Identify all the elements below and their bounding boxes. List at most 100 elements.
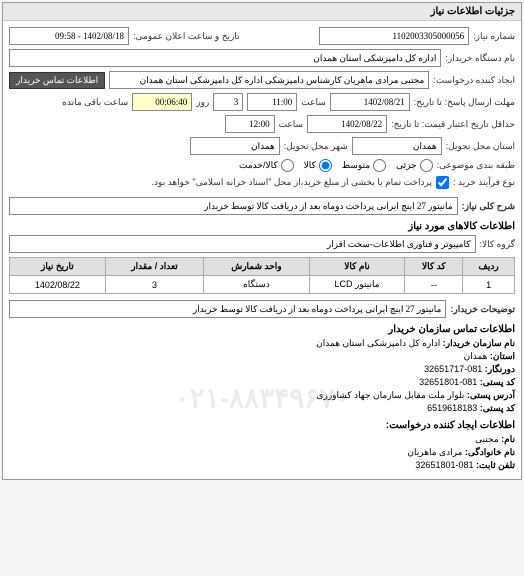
goods-table: ردیف کد کالا نام کالا واحد شمارش تعداد /… (9, 257, 515, 294)
panel-title: جزئیات اطلاعات نیاز (3, 3, 521, 21)
info-creator-family: نام خانوادگی: مرادی ماهریان (9, 447, 515, 458)
th-code: کد کالا (405, 258, 463, 276)
th-unit: واحد شمارش (204, 258, 309, 276)
requester-label: ایجاد کننده درخواست: (433, 75, 515, 86)
row-category: طبقه بندی موضوعی: جزئی متوسط کالا کالا/خ… (9, 159, 515, 172)
need-desc-label: شرح کلی نیاز: (462, 201, 515, 212)
validity-date-input[interactable] (307, 115, 387, 133)
delivery-province-label: استان محل تحویل: (446, 141, 515, 152)
buyer-notes-input[interactable] (9, 300, 446, 318)
form-body: شماره نیاز: تاریخ و ساعت اعلان عمومی: نا… (3, 21, 521, 479)
time-remaining-input[interactable] (132, 93, 192, 111)
time-label-1: ساعت (301, 97, 326, 108)
creator-name-label: نام: (501, 434, 515, 444)
time-label-2: ساعت (279, 119, 304, 130)
row-buyer-org: نام دستگاه خریدار: (9, 49, 515, 67)
details-panel: جزئیات اطلاعات نیاز شماره نیاز: تاریخ و … (2, 2, 522, 480)
delivery-city-label: شهر محل تحویل: (284, 141, 348, 152)
announce-datetime-label: تاریخ و ساعت اعلان عمومی: (133, 31, 240, 42)
province-label: استان: (490, 351, 515, 361)
goods-group-input[interactable] (9, 235, 476, 253)
td-name: مانیتور LCD (309, 276, 405, 294)
radio-goods-input[interactable] (319, 159, 332, 172)
reply-date-input[interactable] (330, 93, 410, 111)
info-fax: دورنگار: 081-32651717 (9, 364, 515, 375)
row-buyer-notes: توضیحات خریدار: (9, 300, 515, 318)
info-creator-phone: تلفن ثابت: 081-32651801 (9, 460, 515, 471)
delivery-city-input[interactable] (190, 137, 280, 155)
td-unit: دستگاه (204, 276, 309, 294)
postcode-value: 6519618183 (427, 403, 477, 413)
days-label: روز (196, 97, 209, 108)
creator-family-value: مرادی ماهریان (407, 447, 462, 457)
row-reply-deadline: مهلت ارسال پاسخ: تا تاریخ: ساعت روز ساعت… (9, 93, 515, 111)
radio-medium[interactable]: متوسط (342, 159, 386, 172)
th-date: تاریخ نیاز (10, 258, 106, 276)
radio-partial[interactable]: جزئی (396, 159, 433, 172)
goods-group-label: گروه کالا: (480, 239, 515, 250)
delivery-province-input[interactable] (352, 137, 442, 155)
org-value: اداره کل دامپزشکی استان همدان (316, 338, 440, 348)
creator-family-label: نام خانوادگی: (465, 447, 515, 457)
buyer-org-label: نام دستگاه خریدار: (445, 53, 515, 64)
fax-label: دورنگار: (485, 364, 515, 374)
table-header-row: ردیف کد کالا نام کالا واحد شمارش تعداد /… (10, 258, 515, 276)
address-label: آدرس پستی: (467, 390, 515, 400)
category-radio-group: جزئی متوسط کالا کالا/خدمت (239, 159, 433, 172)
process-checkbox[interactable] (436, 176, 449, 189)
row-process: نوع فرآیند خرید : پرداخت تمام یا بخشی از… (9, 176, 515, 189)
goods-section-title: اطلاعات کالاهای مورد نیاز (9, 221, 515, 232)
td-row: 1 (463, 276, 515, 294)
need-desc-input[interactable] (9, 197, 458, 215)
th-qty: تعداد / مقدار (105, 258, 203, 276)
org-label: نام سازمان خریدار: (443, 338, 515, 348)
table-row[interactable]: 1 -- مانیتور LCD دستگاه 3 1402/08/22 (10, 276, 515, 294)
td-code: -- (405, 276, 463, 294)
contact-info-button[interactable]: اطلاعات تماس خریدار (9, 72, 105, 89)
reply-deadline-label: مهلت ارسال پاسخ: تا تاریخ: (414, 97, 515, 108)
buyer-notes-label: توضیحات خریدار: (450, 304, 515, 315)
radio-goods-service-input[interactable] (281, 159, 294, 172)
postal-label: کد پستی: (480, 377, 515, 387)
category-label: طبقه بندی موضوعی: (437, 160, 515, 171)
reply-time-input[interactable] (247, 93, 297, 111)
need-number-label: شماره نیاز: (473, 31, 515, 42)
radio-goods[interactable]: کالا (304, 159, 332, 172)
td-date: 1402/08/22 (10, 276, 106, 294)
announce-datetime-input[interactable] (9, 27, 129, 45)
info-org: نام سازمان خریدار: اداره کل دامپزشکی است… (9, 338, 515, 349)
postal-value: 081-32651801 (419, 377, 477, 387)
validity-time-input[interactable] (225, 115, 275, 133)
row-goods-group: گروه کالا: (9, 235, 515, 253)
row-need-number: شماره نیاز: تاریخ و ساعت اعلان عمومی: (9, 27, 515, 45)
contact-section-title: اطلاعات تماس سازمان خریدار (9, 324, 515, 335)
radio-goods-service[interactable]: کالا/خدمت (239, 159, 294, 172)
contact-section: ۰۲۱-۸۸۳۴۹۶۷۰ اطلاعات تماس سازمان خریدار … (9, 324, 515, 471)
info-postal: کد پستی: 081-32651801 (9, 377, 515, 388)
info-creator-name: نام: مجتبی (9, 434, 515, 445)
process-text: پرداخت تمام یا بخشی از مبلغ خرید،از محل … (152, 177, 432, 188)
creator-phone-label: تلفن ثابت: (476, 460, 515, 470)
requester-input[interactable] (109, 71, 429, 89)
province-value: همدان (464, 351, 488, 361)
info-province: استان: همدان (9, 351, 515, 362)
need-number-input[interactable] (319, 27, 469, 45)
row-need-desc: شرح کلی نیاز: (9, 197, 515, 215)
validity-label: حداقل تاریخ اعتبار قیمت: تا تاریخ: (391, 119, 515, 130)
row-validity: حداقل تاریخ اعتبار قیمت: تا تاریخ: ساعت (9, 115, 515, 133)
postcode-label: کد پستی: (480, 403, 515, 413)
info-address: آدرس پستی: بلوار ملت مقابل سازمان جهاد ک… (9, 390, 515, 401)
fax-value: 081-32651717 (424, 364, 482, 374)
info-postcode: کد پستی: 6519618183 (9, 403, 515, 414)
th-name: نام کالا (309, 258, 405, 276)
time-remaining-label: ساعت باقی مانده (62, 97, 128, 108)
td-qty: 3 (105, 276, 203, 294)
days-remaining-input[interactable] (213, 93, 243, 111)
radio-partial-input[interactable] (420, 159, 433, 172)
process-label: نوع فرآیند خرید : (453, 177, 515, 188)
radio-medium-input[interactable] (373, 159, 386, 172)
creator-name-value: مجتبی (475, 434, 499, 444)
buyer-org-input[interactable] (9, 49, 441, 67)
th-row: ردیف (463, 258, 515, 276)
row-delivery: استان محل تحویل: شهر محل تحویل: (9, 137, 515, 155)
